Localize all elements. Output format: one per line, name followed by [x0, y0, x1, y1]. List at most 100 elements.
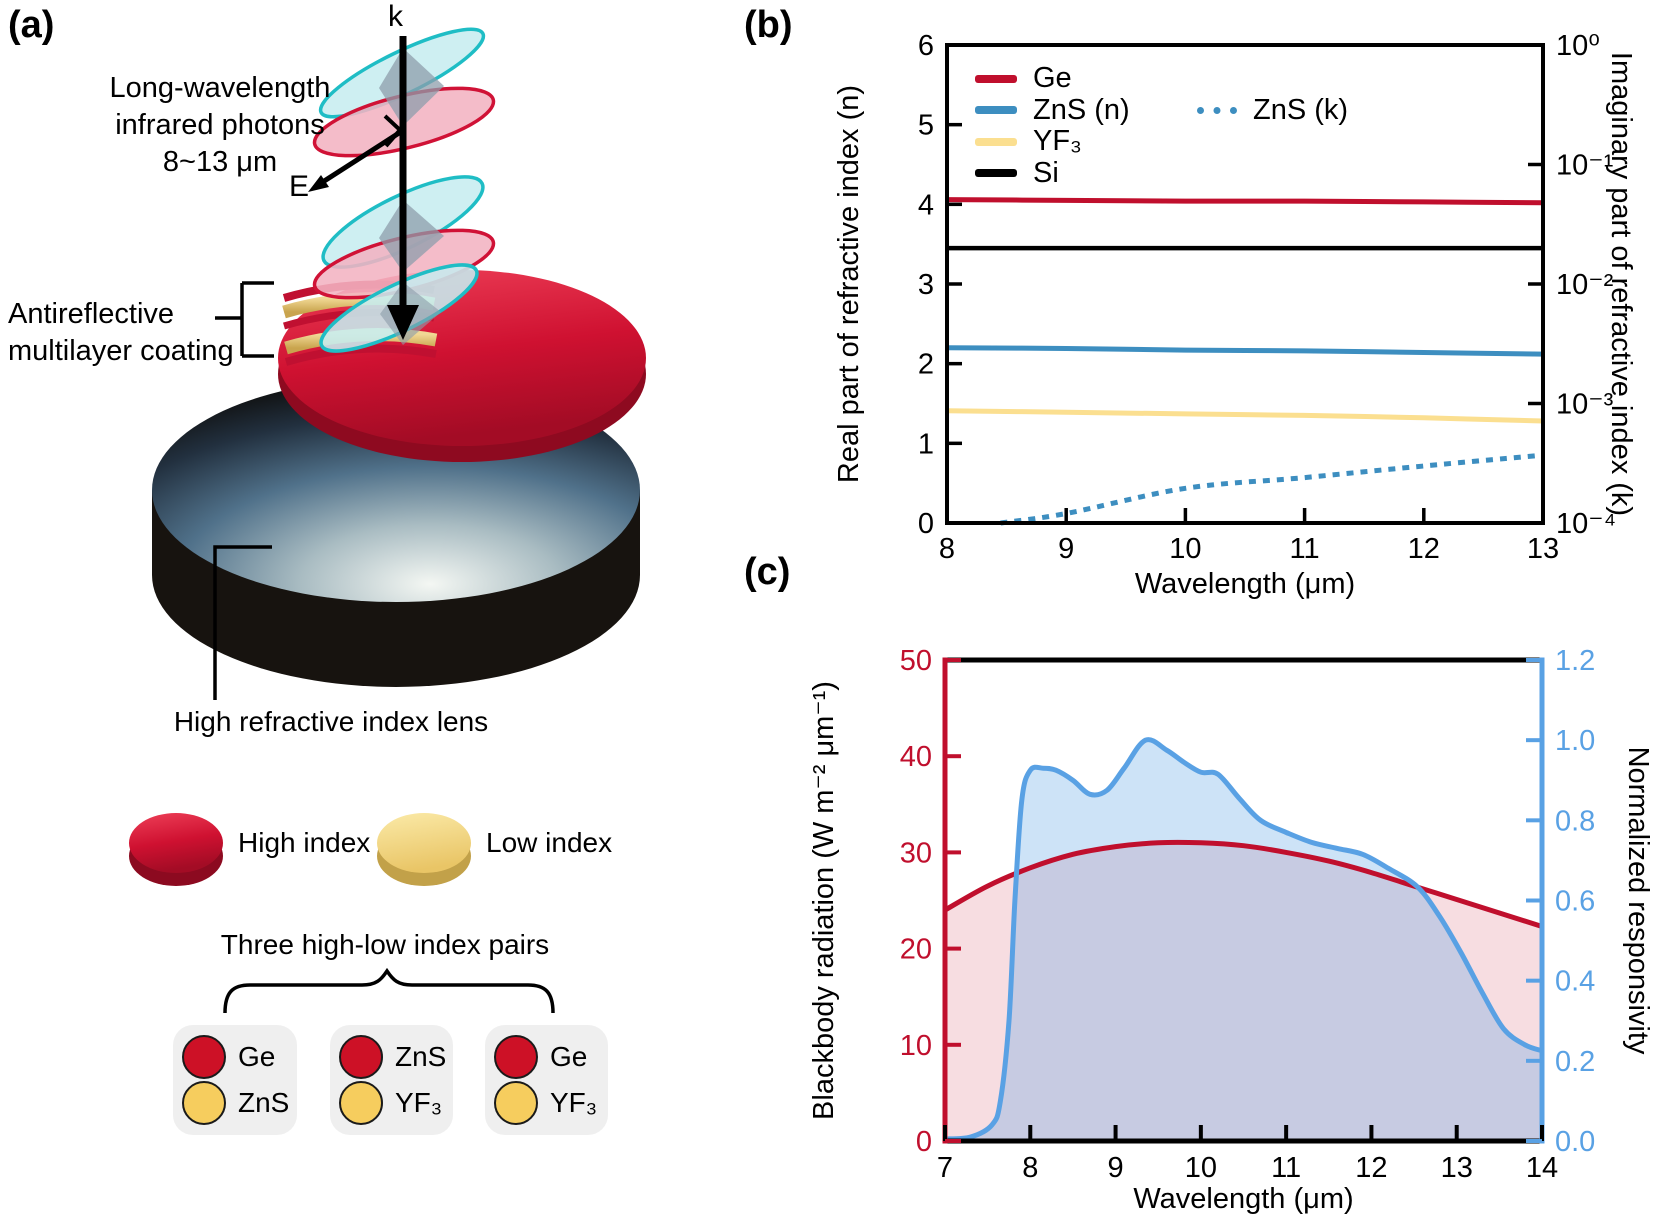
- pairs-title: Three high-low index pairs: [220, 929, 550, 960]
- pair-material-label: YF₃: [395, 1087, 443, 1118]
- x-tick-label: 12: [1355, 1152, 1387, 1184]
- pair-material-label: Ge: [238, 1041, 276, 1072]
- x-axis-label: Wavelength (μm): [1135, 568, 1355, 600]
- x-tick-label: 9: [1108, 1152, 1124, 1184]
- right-tick-label: 0.4: [1555, 966, 1595, 998]
- x-tick-label: 8: [939, 533, 955, 565]
- x-tick-label: 10: [1169, 533, 1201, 565]
- x-tick-label: 10: [1185, 1152, 1217, 1184]
- k-vector-label: k: [388, 0, 403, 33]
- panel-c-label: (c): [744, 551, 791, 593]
- photon-caption: Long-wavelength infrared photons 8~13 μm: [55, 70, 385, 181]
- photon-caption-line3: 8~13 μm: [162, 146, 278, 178]
- x-tick-label: 11: [1271, 1152, 1301, 1184]
- left-tick-label: 3: [918, 269, 934, 301]
- pair-box-1: Ge ZnS: [173, 1025, 297, 1135]
- e-vector-label: E: [289, 170, 310, 203]
- left-tick-label: 0: [918, 508, 934, 540]
- legend-label: Ge: [1033, 62, 1072, 95]
- left-tick-label: 50: [900, 645, 932, 677]
- left-tick-label: 4: [918, 189, 934, 221]
- x-tick-label: 9: [1058, 533, 1074, 565]
- right-axis-label: Normalized responsivity: [1622, 747, 1654, 1055]
- legend-label: ZnS (n): [1033, 93, 1130, 126]
- panel-a-label: (a): [8, 4, 55, 46]
- pair-material-label: ZnS: [238, 1087, 290, 1118]
- x-tick-label: 13: [1527, 533, 1559, 565]
- e-vector-arrow: [308, 114, 403, 192]
- coating-label: Antireflective multilayer coating: [8, 296, 234, 370]
- high-index-label: High index: [238, 827, 371, 858]
- panel-b-label: (b): [744, 4, 793, 46]
- series-line-0: [946, 197, 1544, 206]
- x-tick-label: 12: [1408, 533, 1440, 565]
- left-axis-label: Real part of refractive index (n): [833, 85, 865, 483]
- right-tick-label: 10⁻²: [1556, 269, 1614, 301]
- right-tick-label: 1.0: [1555, 725, 1595, 757]
- x-tick-label: 13: [1441, 1152, 1473, 1184]
- right-tick-label: 0.6: [1555, 886, 1595, 918]
- pair-row: YF₃: [330, 1080, 453, 1126]
- low-index-dot-icon: [182, 1081, 226, 1125]
- low-index-dot-icon: [494, 1081, 538, 1125]
- high-index-dot-icon: [339, 1035, 383, 1079]
- legend-label: ZnS (k): [1253, 93, 1349, 126]
- left-tick-label: 10: [900, 1030, 932, 1062]
- photon-caption-line2: infrared photons: [115, 109, 325, 141]
- pair-row: Ge: [485, 1034, 608, 1080]
- right-tick-label: 0.2: [1555, 1046, 1595, 1078]
- low-index-dot-icon: [339, 1081, 383, 1125]
- pair-row: Ge: [173, 1034, 297, 1080]
- series-line-0: [943, 839, 1543, 929]
- series-line-1: [944, 737, 1543, 1142]
- right-tick-label: 10⁻¹: [1556, 150, 1614, 182]
- legend-swatch-zns-k: [1197, 106, 1237, 114]
- right-tick-label: 1.2: [1555, 645, 1595, 677]
- right-tick-label: 10⁻⁴: [1556, 508, 1616, 540]
- chart-b-legend: Ge ZnS (n) ZnS (k) YF₃ Si: [975, 62, 1349, 189]
- low-index-disk-icon: [377, 813, 471, 886]
- legend-swatch-zns-n: [975, 106, 1017, 115]
- series-fill-1: [945, 739, 1542, 1141]
- x-tick-label: 14: [1526, 1152, 1558, 1184]
- legend-row: Ge: [975, 62, 1348, 95]
- right-axis-label: Imaginary part of refractive index (k): [1605, 52, 1637, 516]
- x-axis-label: Wavelength (μm): [1133, 1183, 1353, 1215]
- pair-box-2: ZnS YF₃: [330, 1025, 453, 1135]
- left-tick-label: 5: [918, 110, 934, 142]
- legend-row: YF₃: [975, 125, 1348, 158]
- right-tick-label: 0.8: [1555, 805, 1595, 837]
- legend-label: Si: [1033, 156, 1059, 189]
- series-line-4: [1000, 452, 1544, 526]
- legend-row: ZnS (n) ZnS (k): [975, 93, 1349, 127]
- right-tick-label: 10⁻³: [1556, 389, 1614, 421]
- x-tick-label: 11: [1290, 533, 1320, 565]
- left-tick-label: 2: [918, 349, 934, 381]
- lens-label: High refractive index lens: [173, 706, 489, 737]
- left-axis-label: Blackbody radiation (W m⁻² μm⁻¹): [808, 681, 840, 1120]
- coating-label-line1: Antireflective: [8, 298, 175, 330]
- left-tick-label: 6: [918, 30, 934, 62]
- lens-leader-line: [213, 545, 272, 700]
- pairs-brace: [223, 967, 555, 1014]
- right-tick-label: 0.0: [1555, 1126, 1595, 1158]
- left-tick-label: 30: [900, 837, 932, 869]
- legend-label: YF₃: [1033, 125, 1082, 158]
- legend-swatch-ge: [975, 74, 1017, 83]
- pair-material-label: ZnS: [395, 1041, 447, 1072]
- left-tick-label: 40: [900, 741, 932, 773]
- pair-material-label: YF₃: [550, 1087, 598, 1118]
- legend-swatch-yf3: [975, 137, 1017, 146]
- pair-material-label: Ge: [550, 1041, 588, 1072]
- right-tick-label: 10⁰: [1556, 30, 1600, 62]
- left-tick-label: 1: [918, 428, 934, 460]
- coating-bracket: [215, 281, 274, 358]
- low-index-label: Low index: [486, 827, 613, 858]
- series-line-1: [946, 345, 1544, 357]
- pair-row: ZnS: [330, 1034, 453, 1080]
- chart-blackbody-responsivity: 7 8 9 10 11 12 13 14 0 10 20 30 40 50 0.0 0.2 0.4 0.6 0.8 1…: [808, 645, 1654, 1215]
- high-index-dot-icon: [494, 1035, 538, 1079]
- panel-a-illustration: [129, 27, 646, 1014]
